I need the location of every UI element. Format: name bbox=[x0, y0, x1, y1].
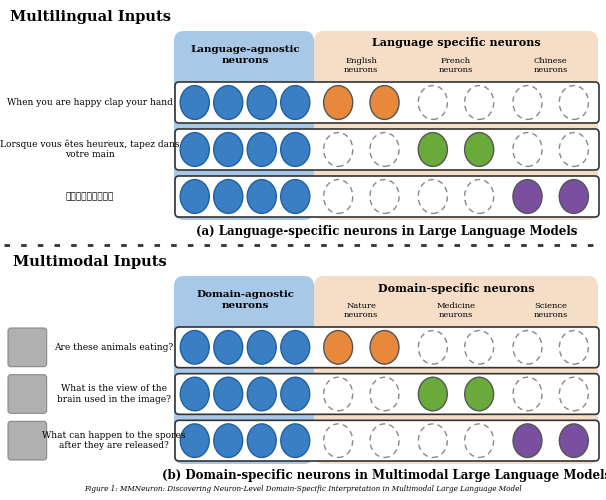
FancyBboxPatch shape bbox=[8, 328, 47, 366]
Ellipse shape bbox=[324, 377, 353, 411]
FancyBboxPatch shape bbox=[8, 422, 47, 460]
Text: Language specific neurons: Language specific neurons bbox=[371, 38, 541, 48]
Text: French
neurons: French neurons bbox=[439, 57, 473, 74]
Text: Chinese
neurons: Chinese neurons bbox=[533, 57, 568, 74]
FancyBboxPatch shape bbox=[174, 276, 314, 464]
Ellipse shape bbox=[324, 180, 353, 214]
Ellipse shape bbox=[370, 86, 399, 119]
Ellipse shape bbox=[180, 330, 209, 364]
Ellipse shape bbox=[247, 330, 276, 364]
FancyBboxPatch shape bbox=[314, 276, 598, 464]
Ellipse shape bbox=[281, 377, 310, 411]
FancyBboxPatch shape bbox=[175, 129, 599, 170]
Ellipse shape bbox=[247, 132, 276, 166]
Ellipse shape bbox=[324, 132, 353, 166]
Ellipse shape bbox=[324, 424, 353, 458]
Ellipse shape bbox=[418, 424, 447, 458]
Ellipse shape bbox=[465, 377, 494, 411]
Text: 当你开心你就拍拍手: 当你开心你就拍拍手 bbox=[66, 192, 114, 201]
Text: Figure 1: MMNeuron: Discovering Neuron-Level Domain-Specific Interpretation in M: Figure 1: MMNeuron: Discovering Neuron-L… bbox=[84, 485, 522, 493]
Text: Lorsque vous êtes heureux, tapez dans
votre main: Lorsque vous êtes heureux, tapez dans vo… bbox=[0, 140, 180, 160]
Text: Language-agnostic
neurons: Language-agnostic neurons bbox=[190, 46, 300, 64]
Text: Medicine
neurons: Medicine neurons bbox=[436, 302, 476, 319]
FancyBboxPatch shape bbox=[175, 420, 599, 461]
Ellipse shape bbox=[513, 132, 542, 166]
Text: Multimodal Inputs: Multimodal Inputs bbox=[13, 255, 167, 269]
Ellipse shape bbox=[370, 330, 399, 364]
Ellipse shape bbox=[324, 86, 353, 119]
FancyBboxPatch shape bbox=[314, 31, 598, 220]
Text: Domain-specific neurons: Domain-specific neurons bbox=[378, 282, 534, 294]
Text: What can happen to the spores
after they are released?: What can happen to the spores after they… bbox=[42, 431, 186, 450]
Ellipse shape bbox=[559, 86, 588, 119]
Ellipse shape bbox=[214, 377, 243, 411]
Ellipse shape bbox=[214, 132, 243, 166]
Ellipse shape bbox=[324, 330, 353, 364]
Ellipse shape bbox=[281, 180, 310, 214]
Text: Are these animals eating?: Are these animals eating? bbox=[55, 343, 173, 352]
Ellipse shape bbox=[214, 180, 243, 214]
Ellipse shape bbox=[465, 86, 494, 119]
Ellipse shape bbox=[247, 86, 276, 119]
Ellipse shape bbox=[180, 377, 209, 411]
Ellipse shape bbox=[214, 86, 243, 119]
Ellipse shape bbox=[281, 86, 310, 119]
Ellipse shape bbox=[513, 86, 542, 119]
Text: English
neurons: English neurons bbox=[344, 57, 379, 74]
FancyBboxPatch shape bbox=[175, 374, 599, 414]
Ellipse shape bbox=[465, 180, 494, 214]
Text: What is the view of the
brain used in the image?: What is the view of the brain used in th… bbox=[57, 384, 171, 404]
Ellipse shape bbox=[513, 180, 542, 214]
Ellipse shape bbox=[559, 377, 588, 411]
Ellipse shape bbox=[180, 180, 209, 214]
Ellipse shape bbox=[281, 330, 310, 364]
Ellipse shape bbox=[465, 132, 494, 166]
Ellipse shape bbox=[370, 377, 399, 411]
Ellipse shape bbox=[370, 180, 399, 214]
Text: (a) Language-specific neurons in Large Language Models: (a) Language-specific neurons in Large L… bbox=[196, 224, 578, 237]
Text: (b) Domain-specific neurons in Multimodal Large Language Models: (b) Domain-specific neurons in Multimoda… bbox=[162, 468, 606, 481]
Ellipse shape bbox=[418, 330, 447, 364]
Ellipse shape bbox=[418, 132, 447, 166]
Ellipse shape bbox=[418, 377, 447, 411]
Text: Science
neurons: Science neurons bbox=[533, 302, 568, 319]
Ellipse shape bbox=[370, 424, 399, 458]
Ellipse shape bbox=[513, 424, 542, 458]
Ellipse shape bbox=[418, 180, 447, 214]
Ellipse shape bbox=[247, 377, 276, 411]
Ellipse shape bbox=[180, 86, 209, 119]
Text: When you are happy clap your hand: When you are happy clap your hand bbox=[7, 98, 173, 107]
Ellipse shape bbox=[214, 424, 243, 458]
Ellipse shape bbox=[180, 424, 209, 458]
Ellipse shape bbox=[559, 330, 588, 364]
Ellipse shape bbox=[180, 132, 209, 166]
FancyBboxPatch shape bbox=[175, 176, 599, 217]
Ellipse shape bbox=[247, 180, 276, 214]
Ellipse shape bbox=[214, 330, 243, 364]
Ellipse shape bbox=[513, 330, 542, 364]
Ellipse shape bbox=[281, 132, 310, 166]
Ellipse shape bbox=[559, 180, 588, 214]
Ellipse shape bbox=[418, 86, 447, 119]
Text: Multilingual Inputs: Multilingual Inputs bbox=[10, 10, 170, 24]
Ellipse shape bbox=[513, 377, 542, 411]
Text: Nature
neurons: Nature neurons bbox=[344, 302, 379, 319]
Ellipse shape bbox=[370, 132, 399, 166]
Ellipse shape bbox=[559, 424, 588, 458]
Ellipse shape bbox=[559, 132, 588, 166]
FancyBboxPatch shape bbox=[174, 31, 314, 220]
Ellipse shape bbox=[465, 330, 494, 364]
FancyBboxPatch shape bbox=[175, 327, 599, 368]
FancyBboxPatch shape bbox=[8, 374, 47, 414]
Ellipse shape bbox=[465, 424, 494, 458]
FancyBboxPatch shape bbox=[175, 82, 599, 123]
Ellipse shape bbox=[281, 424, 310, 458]
Ellipse shape bbox=[247, 424, 276, 458]
Text: Domain-agnostic
neurons: Domain-agnostic neurons bbox=[196, 290, 294, 310]
